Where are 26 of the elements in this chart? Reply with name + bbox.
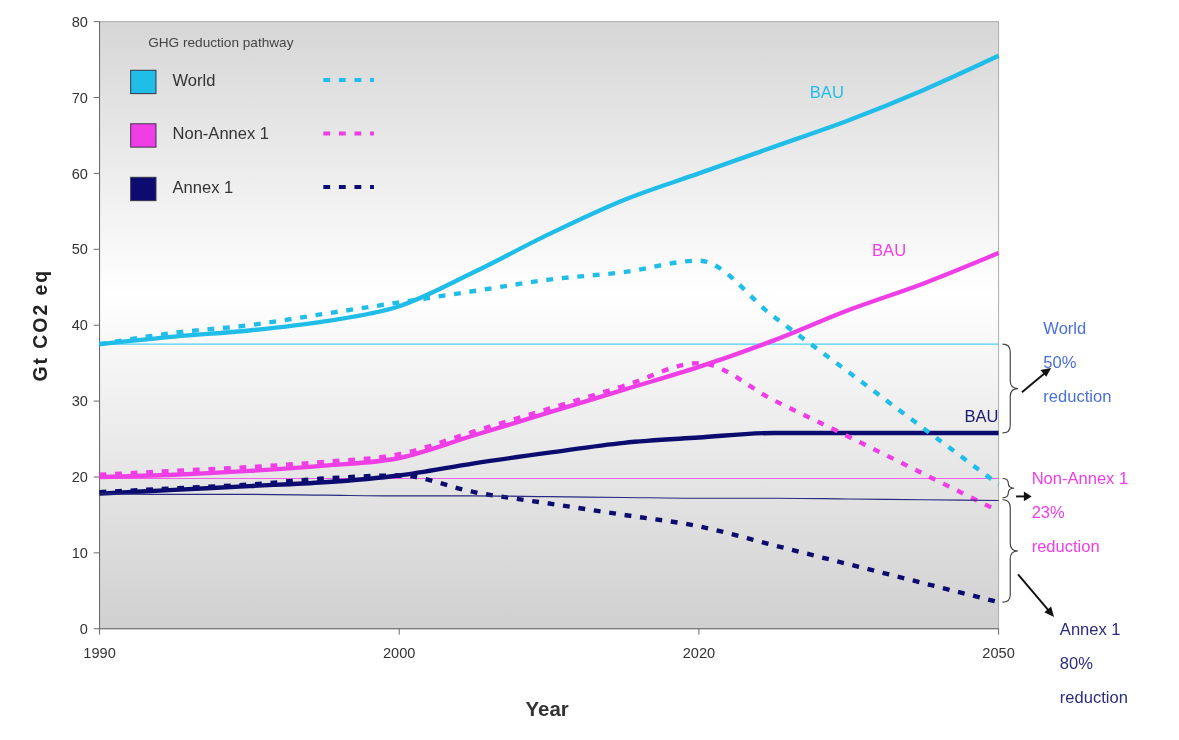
text: Non-Annex 1 23% reduction	[1031, 468, 1129, 556]
text: Annex 1 80% reduction	[1059, 619, 1128, 707]
legend-label: World	[172, 70, 216, 90]
x-tick-label: 2050	[982, 644, 1015, 661]
y-tick-label: 20	[71, 469, 88, 486]
y-tick-label: 60	[71, 165, 88, 182]
annotation: BAU	[964, 407, 999, 427]
x-tick-label: 1990	[83, 644, 116, 661]
legend-label: Annex 1	[172, 177, 234, 197]
text: World 50% reduction	[1043, 318, 1112, 407]
legend-title: GHG reduction pathway	[148, 34, 294, 50]
annotation: BAU	[872, 241, 907, 261]
x-axis-title: Year	[525, 698, 569, 721]
y-tick-label: 70	[71, 89, 88, 106]
x-tick-label: 2020	[682, 644, 716, 661]
annotation: BAU	[809, 82, 844, 102]
x-tick-label: 2000	[383, 644, 416, 661]
y-tick-label: 40	[71, 317, 88, 334]
y-tick-label: 10	[71, 544, 88, 561]
legend-label: Non-Annex 1	[172, 124, 270, 144]
y-tick-label: 0	[79, 620, 88, 637]
y-axis-title: Gt CO2 eq	[29, 268, 52, 382]
y-tick-label: 30	[71, 393, 88, 410]
y-tick-label: 80	[71, 13, 88, 30]
y-tick-label: 50	[71, 241, 88, 258]
line-series	[98, 493, 1000, 502]
